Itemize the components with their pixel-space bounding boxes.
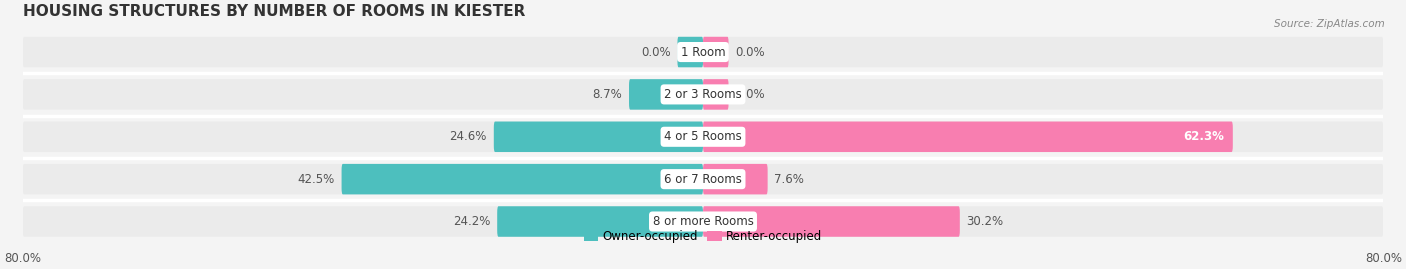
Text: 30.2%: 30.2% xyxy=(967,215,1004,228)
FancyBboxPatch shape xyxy=(628,79,703,110)
FancyBboxPatch shape xyxy=(22,37,1384,67)
FancyBboxPatch shape xyxy=(703,206,960,237)
Text: 42.5%: 42.5% xyxy=(298,173,335,186)
FancyBboxPatch shape xyxy=(342,164,703,194)
FancyBboxPatch shape xyxy=(678,37,703,67)
FancyBboxPatch shape xyxy=(703,79,728,110)
Text: 0.0%: 0.0% xyxy=(735,88,765,101)
FancyBboxPatch shape xyxy=(22,206,1384,237)
Text: Source: ZipAtlas.com: Source: ZipAtlas.com xyxy=(1274,19,1385,29)
FancyBboxPatch shape xyxy=(22,79,1384,110)
Text: 7.6%: 7.6% xyxy=(775,173,804,186)
FancyBboxPatch shape xyxy=(22,164,1384,194)
Text: 6 or 7 Rooms: 6 or 7 Rooms xyxy=(664,173,742,186)
FancyBboxPatch shape xyxy=(22,122,1384,152)
Text: 24.6%: 24.6% xyxy=(450,130,486,143)
FancyBboxPatch shape xyxy=(703,122,1233,152)
Bar xyxy=(22,31,1384,243)
Text: 62.3%: 62.3% xyxy=(1184,130,1225,143)
Text: 8 or more Rooms: 8 or more Rooms xyxy=(652,215,754,228)
Legend: Owner-occupied, Renter-occupied: Owner-occupied, Renter-occupied xyxy=(579,225,827,248)
Text: HOUSING STRUCTURES BY NUMBER OF ROOMS IN KIESTER: HOUSING STRUCTURES BY NUMBER OF ROOMS IN… xyxy=(22,4,524,19)
Text: 1 Room: 1 Room xyxy=(681,45,725,59)
FancyBboxPatch shape xyxy=(498,206,703,237)
FancyBboxPatch shape xyxy=(703,37,728,67)
Text: 8.7%: 8.7% xyxy=(592,88,623,101)
FancyBboxPatch shape xyxy=(703,164,768,194)
FancyBboxPatch shape xyxy=(494,122,703,152)
Text: 2 or 3 Rooms: 2 or 3 Rooms xyxy=(664,88,742,101)
Text: 24.2%: 24.2% xyxy=(453,215,491,228)
Text: 0.0%: 0.0% xyxy=(641,45,671,59)
Text: 0.0%: 0.0% xyxy=(735,45,765,59)
Text: 4 or 5 Rooms: 4 or 5 Rooms xyxy=(664,130,742,143)
